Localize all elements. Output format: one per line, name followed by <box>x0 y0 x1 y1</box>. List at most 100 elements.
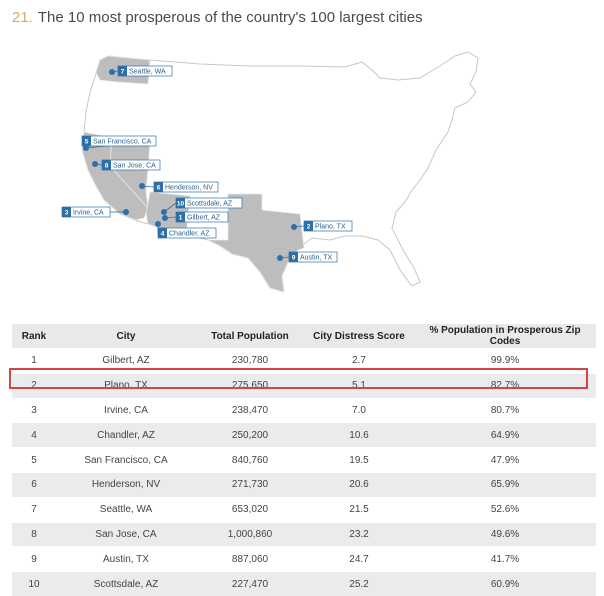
cell-prosperous: 52.6% <box>414 496 596 523</box>
table-row: 9 Austin, TX 887,060 24.7 41.7% <box>12 546 596 572</box>
cell-rank: 9 <box>12 546 56 572</box>
city-label: San Jose, CA <box>113 163 156 170</box>
cell-distress: 5.1 <box>304 372 414 399</box>
map-marker: 7 Seattle, WA <box>109 65 173 77</box>
cell-distress: 19.5 <box>304 447 414 473</box>
city-dot <box>161 209 167 215</box>
cell-population: 840,760 <box>196 447 304 473</box>
city-label: Scottsdale, AZ <box>187 201 233 208</box>
cell-distress: 25.2 <box>304 571 414 596</box>
map-marker: 2 Plano, TX <box>291 220 353 232</box>
rank-badge <box>176 212 185 222</box>
header-city: City <box>56 324 196 349</box>
city-dot <box>83 145 89 151</box>
state-texas <box>207 193 305 293</box>
city-dot <box>139 183 145 189</box>
header-prosperous: % Population in Prosperous Zip Codes <box>414 324 596 349</box>
cell-distress: 24.7 <box>304 546 414 572</box>
data-table: Rank City Total Population City Distress… <box>12 324 596 596</box>
cell-prosperous: 49.6% <box>414 521 596 547</box>
cell-city: Scottsdale, AZ <box>56 571 196 596</box>
city-label: Chandler, AZ <box>169 231 210 238</box>
rank-badge-number: 9 <box>292 255 296 262</box>
cell-distress: 2.7 <box>304 348 414 374</box>
cell-distress: 23.2 <box>304 521 414 547</box>
table-row: 3 Irvine, CA 238,470 7.0 80.7% <box>12 397 596 423</box>
rank-badge-number: 3 <box>65 210 69 217</box>
table-row: 8 San Jose, CA 1,000,860 23.2 49.6% <box>12 521 596 547</box>
cell-city: Gilbert, AZ <box>56 348 196 374</box>
title-number: 21. <box>12 9 33 26</box>
table-row: 2 Plano, TX 275,650 5.1 82.7% <box>12 372 596 399</box>
map-marker: 3 Irvine, CA <box>61 206 129 218</box>
cell-rank: 8 <box>12 521 56 547</box>
rank-badge-number: 5 <box>85 139 89 146</box>
cell-rank: 4 <box>12 422 56 448</box>
cell-prosperous: 65.9% <box>414 471 596 498</box>
header-population: Total Population <box>196 324 304 349</box>
cell-city: San Francisco, CA <box>56 447 196 473</box>
rank-badge <box>62 207 71 217</box>
cell-city: Plano, TX <box>56 372 196 399</box>
city-label: Seattle, WA <box>129 69 166 76</box>
city-dot <box>123 209 129 215</box>
title-text: The 10 most prosperous of the country's … <box>37 9 423 26</box>
cell-distress: 7.0 <box>304 397 414 423</box>
rank-badge-number: 8 <box>105 163 109 170</box>
cell-rank: 7 <box>12 496 56 523</box>
rank-badge-number: 6 <box>157 185 161 192</box>
table-row: 4 Chandler, AZ 250,200 10.6 64.9% <box>12 422 596 448</box>
city-label: San Francisco, CA <box>93 139 152 146</box>
cell-population: 1,000,860 <box>196 521 304 547</box>
city-dot <box>155 221 161 227</box>
rank-badge <box>154 182 163 192</box>
city-label: Henderson, NV <box>165 185 213 192</box>
rank-badge <box>289 252 298 262</box>
table-row: 5 San Francisco, CA 840,760 19.5 47.9% <box>12 447 596 473</box>
city-dot <box>109 69 115 75</box>
header-row: Rank City Total Population City Distress… <box>12 324 596 349</box>
table-row: 7 Seattle, WA 653,020 21.5 52.6% <box>12 496 596 523</box>
rank-badge <box>176 198 185 208</box>
cell-population: 238,470 <box>196 397 304 423</box>
rank-badge <box>102 160 111 170</box>
cell-population: 653,020 <box>196 496 304 523</box>
cell-rank: 1 <box>12 348 56 374</box>
table-row: 6 Henderson, NV 271,730 20.6 65.9% <box>12 471 596 498</box>
cell-rank: 10 <box>12 571 56 596</box>
city-dot <box>162 215 168 221</box>
city-dot <box>277 255 283 261</box>
cell-prosperous: 99.9% <box>414 348 596 374</box>
map-marker: 4 Chandler, AZ <box>155 221 217 239</box>
cell-population: 230,780 <box>196 348 304 374</box>
city-label: Gilbert, AZ <box>187 215 221 222</box>
cell-rank: 6 <box>12 471 56 498</box>
cell-rank: 2 <box>12 372 56 399</box>
city-label: Plano, TX <box>315 224 346 231</box>
cell-rank: 5 <box>12 447 56 473</box>
rank-badge-number: 1 <box>179 215 183 222</box>
cell-population: 275,650 <box>196 372 304 399</box>
cell-city: Austin, TX <box>56 546 196 572</box>
map-marker: 9 Austin, TX <box>277 251 338 263</box>
map-marker: 1 Gilbert, AZ <box>162 211 229 223</box>
map-marker: 5 San Francisco, CA <box>81 135 157 151</box>
rank-badge-number: 4 <box>161 231 165 238</box>
page-title: 21. The 10 most prosperous of the country… <box>12 9 423 26</box>
cell-prosperous: 47.9% <box>414 447 596 473</box>
cell-city: Seattle, WA <box>56 496 196 523</box>
rank-badge-number: 10 <box>177 201 185 208</box>
map-marker: 8 San Jose, CA <box>92 159 161 171</box>
cell-city: Irvine, CA <box>56 397 196 423</box>
rank-badge <box>82 136 91 146</box>
table-row: 1 Gilbert, AZ 230,780 2.7 99.9% <box>12 348 596 374</box>
cell-city: San Jose, CA <box>56 521 196 547</box>
cell-city: Chandler, AZ <box>56 422 196 448</box>
cell-distress: 21.5 <box>304 496 414 523</box>
cell-prosperous: 80.7% <box>414 397 596 423</box>
rank-badge-number: 2 <box>307 224 311 231</box>
cell-population: 887,060 <box>196 546 304 572</box>
city-dot <box>291 224 297 230</box>
header-distress: City Distress Score <box>304 324 414 349</box>
rank-badge <box>304 221 313 231</box>
